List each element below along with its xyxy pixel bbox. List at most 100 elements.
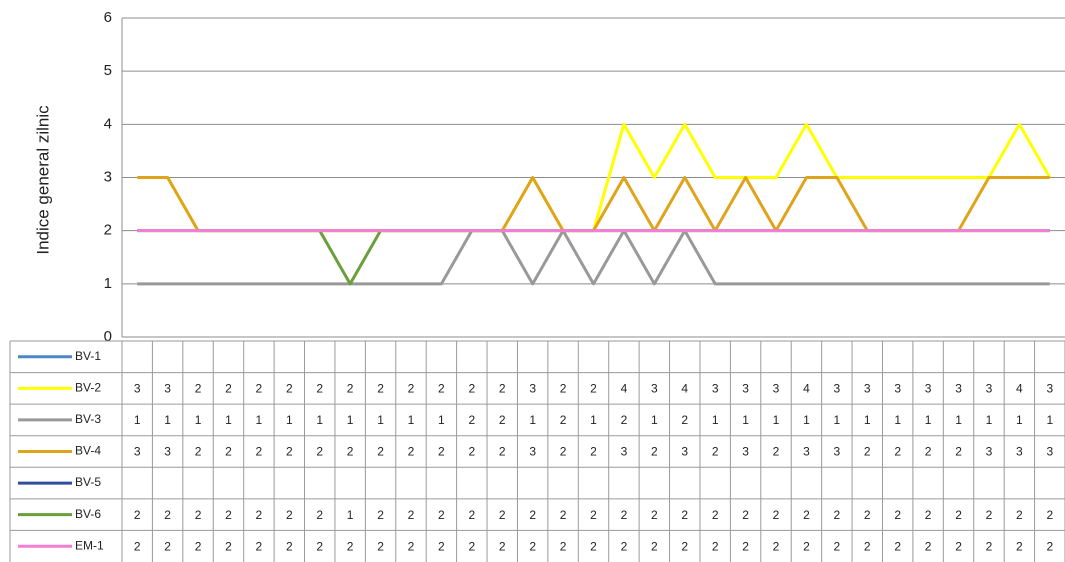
table-value: 1 xyxy=(925,413,932,427)
table-value: 2 xyxy=(590,508,597,522)
table-value: 2 xyxy=(408,445,415,459)
table-value: 2 xyxy=(468,445,475,459)
table-value: 2 xyxy=(742,539,749,553)
table-value: 4 xyxy=(681,382,688,396)
table-value: 2 xyxy=(681,413,688,427)
table-value: 2 xyxy=(256,539,263,553)
table-value: 3 xyxy=(164,445,171,459)
table-value: 3 xyxy=(986,445,993,459)
table-value: 2 xyxy=(529,539,536,553)
table-value: 1 xyxy=(286,413,293,427)
legend-label: BV-4 xyxy=(75,444,101,458)
legend-label: BV-2 xyxy=(75,381,101,395)
table-value: 2 xyxy=(499,413,506,427)
table-value: 2 xyxy=(499,508,506,522)
table-value: 2 xyxy=(316,539,323,553)
table-value: 2 xyxy=(134,508,141,522)
table-value: 2 xyxy=(925,539,932,553)
table-value: 1 xyxy=(164,413,171,427)
table-value: 2 xyxy=(286,539,293,553)
table-value: 3 xyxy=(651,382,658,396)
table-value: 2 xyxy=(590,539,597,553)
table-value: 2 xyxy=(286,508,293,522)
table-value: 3 xyxy=(834,445,841,459)
table-value: 3 xyxy=(529,445,536,459)
table-value: 2 xyxy=(195,382,202,396)
table-value: 1 xyxy=(803,413,810,427)
table-value: 2 xyxy=(225,508,232,522)
table-value: 2 xyxy=(225,382,232,396)
table-value: 2 xyxy=(316,445,323,459)
table-value: 3 xyxy=(681,445,688,459)
table-value: 3 xyxy=(742,382,749,396)
table-value: 2 xyxy=(195,539,202,553)
table-value: 3 xyxy=(894,382,901,396)
table-value: 2 xyxy=(195,445,202,459)
table-value: 2 xyxy=(286,382,293,396)
y-axis-label: Indice general zilnic xyxy=(33,105,52,255)
table-value: 2 xyxy=(651,508,658,522)
table-value: 2 xyxy=(986,508,993,522)
y-tick-label: 1 xyxy=(104,275,112,292)
table-value: 3 xyxy=(773,382,780,396)
table-value: 2 xyxy=(681,508,688,522)
table-value: 2 xyxy=(316,508,323,522)
table-value: 2 xyxy=(955,445,962,459)
table-value: 2 xyxy=(468,539,475,553)
table-value: 2 xyxy=(560,445,567,459)
legend-label: BV-6 xyxy=(75,507,101,521)
table-value: 3 xyxy=(134,445,141,459)
table-value: 2 xyxy=(164,508,171,522)
table-value: 2 xyxy=(438,539,445,553)
y-tick-label: 3 xyxy=(104,168,112,185)
table-value: 1 xyxy=(955,413,962,427)
table-value: 2 xyxy=(1046,508,1053,522)
table-value: 2 xyxy=(864,508,871,522)
table-value: 2 xyxy=(256,382,263,396)
table-value: 2 xyxy=(773,539,780,553)
table-value: 2 xyxy=(651,539,658,553)
table-value: 2 xyxy=(986,539,993,553)
y-tick-label: 0 xyxy=(104,328,112,345)
table-value: 1 xyxy=(894,413,901,427)
table-value: 3 xyxy=(834,382,841,396)
table-value: 1 xyxy=(742,413,749,427)
series-line xyxy=(137,229,1050,286)
table-value: 2 xyxy=(590,445,597,459)
table-value: 2 xyxy=(925,508,932,522)
table-value: 1 xyxy=(134,413,141,427)
table-value: 2 xyxy=(560,508,567,522)
table-value: 2 xyxy=(408,382,415,396)
table-value: 2 xyxy=(316,382,323,396)
table-value: 2 xyxy=(195,508,202,522)
table-value: 3 xyxy=(529,382,536,396)
table-value: 2 xyxy=(1046,539,1053,553)
table-value: 2 xyxy=(377,508,384,522)
table-value: 4 xyxy=(1016,382,1023,396)
table-value: 2 xyxy=(894,445,901,459)
table-value: 2 xyxy=(803,508,810,522)
table-value: 3 xyxy=(164,382,171,396)
table-value: 2 xyxy=(834,539,841,553)
table-value: 2 xyxy=(834,508,841,522)
table-value: 3 xyxy=(864,382,871,396)
table-value: 2 xyxy=(499,539,506,553)
table-value: 2 xyxy=(377,382,384,396)
table-value: 2 xyxy=(225,539,232,553)
table-value: 2 xyxy=(621,413,628,427)
table-value: 2 xyxy=(134,539,141,553)
table-value: 1 xyxy=(347,413,354,427)
table-value: 2 xyxy=(499,382,506,396)
table-value: 2 xyxy=(377,539,384,553)
table-value: 3 xyxy=(712,382,719,396)
table-value: 3 xyxy=(803,445,810,459)
table-value: 2 xyxy=(560,413,567,427)
legend-label: BV-1 xyxy=(75,349,101,363)
table-value: 1 xyxy=(438,413,445,427)
table-value: 2 xyxy=(651,445,658,459)
table-value: 3 xyxy=(742,445,749,459)
table-value: 2 xyxy=(925,445,932,459)
table-value: 1 xyxy=(773,413,780,427)
table-value: 2 xyxy=(225,445,232,459)
